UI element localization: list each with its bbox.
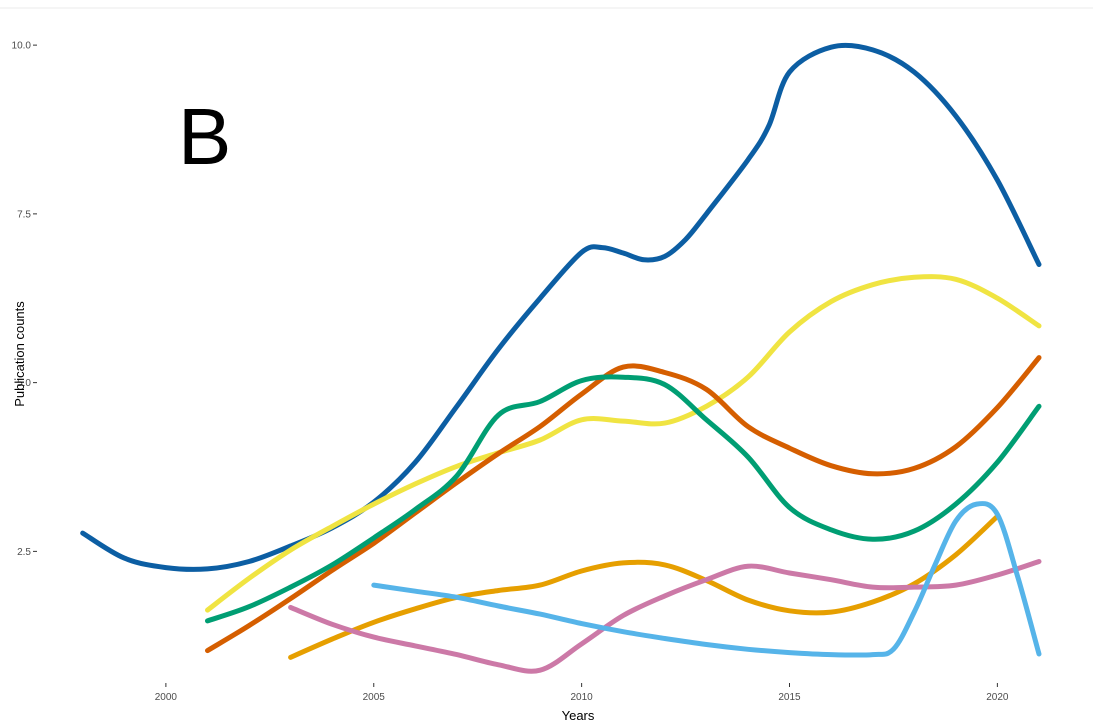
y-tick-label: 5.0 (17, 378, 31, 389)
lines-layer (80, 42, 1042, 674)
series-line-3 (205, 355, 1042, 654)
series-line-1 (80, 42, 1042, 572)
x-tick-label: 2020 (986, 692, 1009, 703)
y-axis-title: Publication counts (12, 301, 27, 407)
series-line-5 (288, 513, 1000, 660)
x-axis-title: Years (562, 708, 595, 723)
x-tick-label: 2015 (778, 692, 801, 703)
x-tick-label: 2010 (571, 692, 594, 703)
series-line-4 (205, 374, 1042, 624)
y-tick-label: 10.0 (12, 41, 32, 52)
series-line-2 (205, 274, 1042, 613)
series-line-7 (371, 500, 1042, 658)
ticks-layer: 2000 2005 2010 2015 2020 2.5 5.0 7.5 10.0 (12, 41, 1009, 703)
x-tick-label: 2000 (155, 692, 178, 703)
y-tick-label: 7.5 (17, 209, 31, 220)
panel-letter: B (178, 92, 231, 181)
x-tick-label: 2005 (363, 692, 386, 703)
y-tick-label: 2.5 (17, 547, 31, 558)
series-line-6 (288, 559, 1042, 674)
